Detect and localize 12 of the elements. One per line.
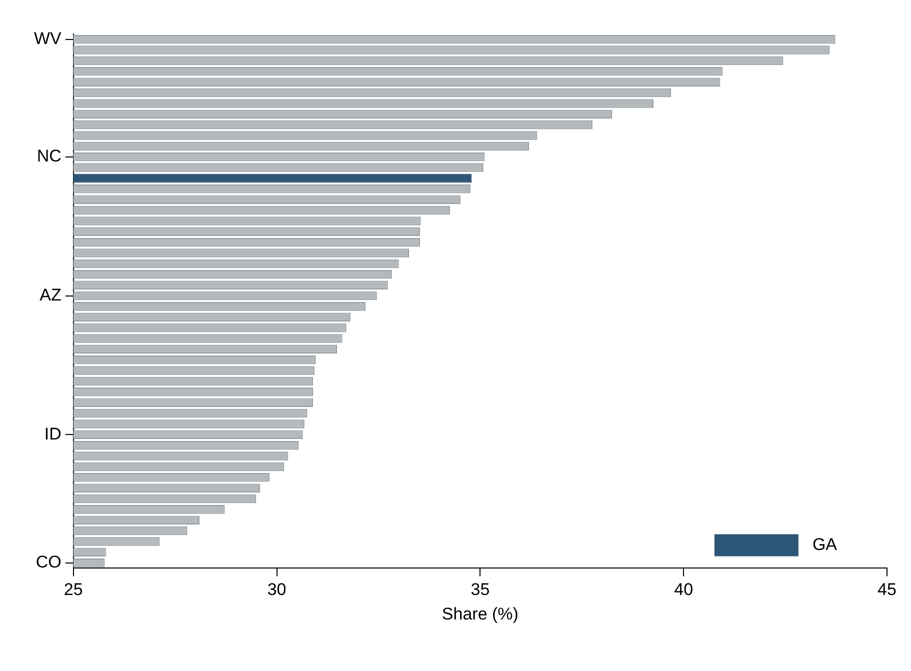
x-tick-label: 35: [470, 580, 490, 600]
y-tick-label: WV: [34, 29, 62, 48]
y-tick-label: CO: [36, 552, 62, 572]
x-tick-label: 40: [674, 580, 694, 600]
x-tick-label: 45: [878, 580, 896, 600]
y-tick-label: AZ: [40, 285, 62, 304]
x-tick-label: 30: [267, 580, 286, 600]
y-tick-label: ID: [44, 424, 62, 444]
x-axis-title: Share (%): [442, 604, 518, 624]
legend-label: GA: [812, 534, 838, 554]
y-tick-label: NC: [36, 146, 62, 166]
x-tick-label: 25: [64, 580, 83, 600]
